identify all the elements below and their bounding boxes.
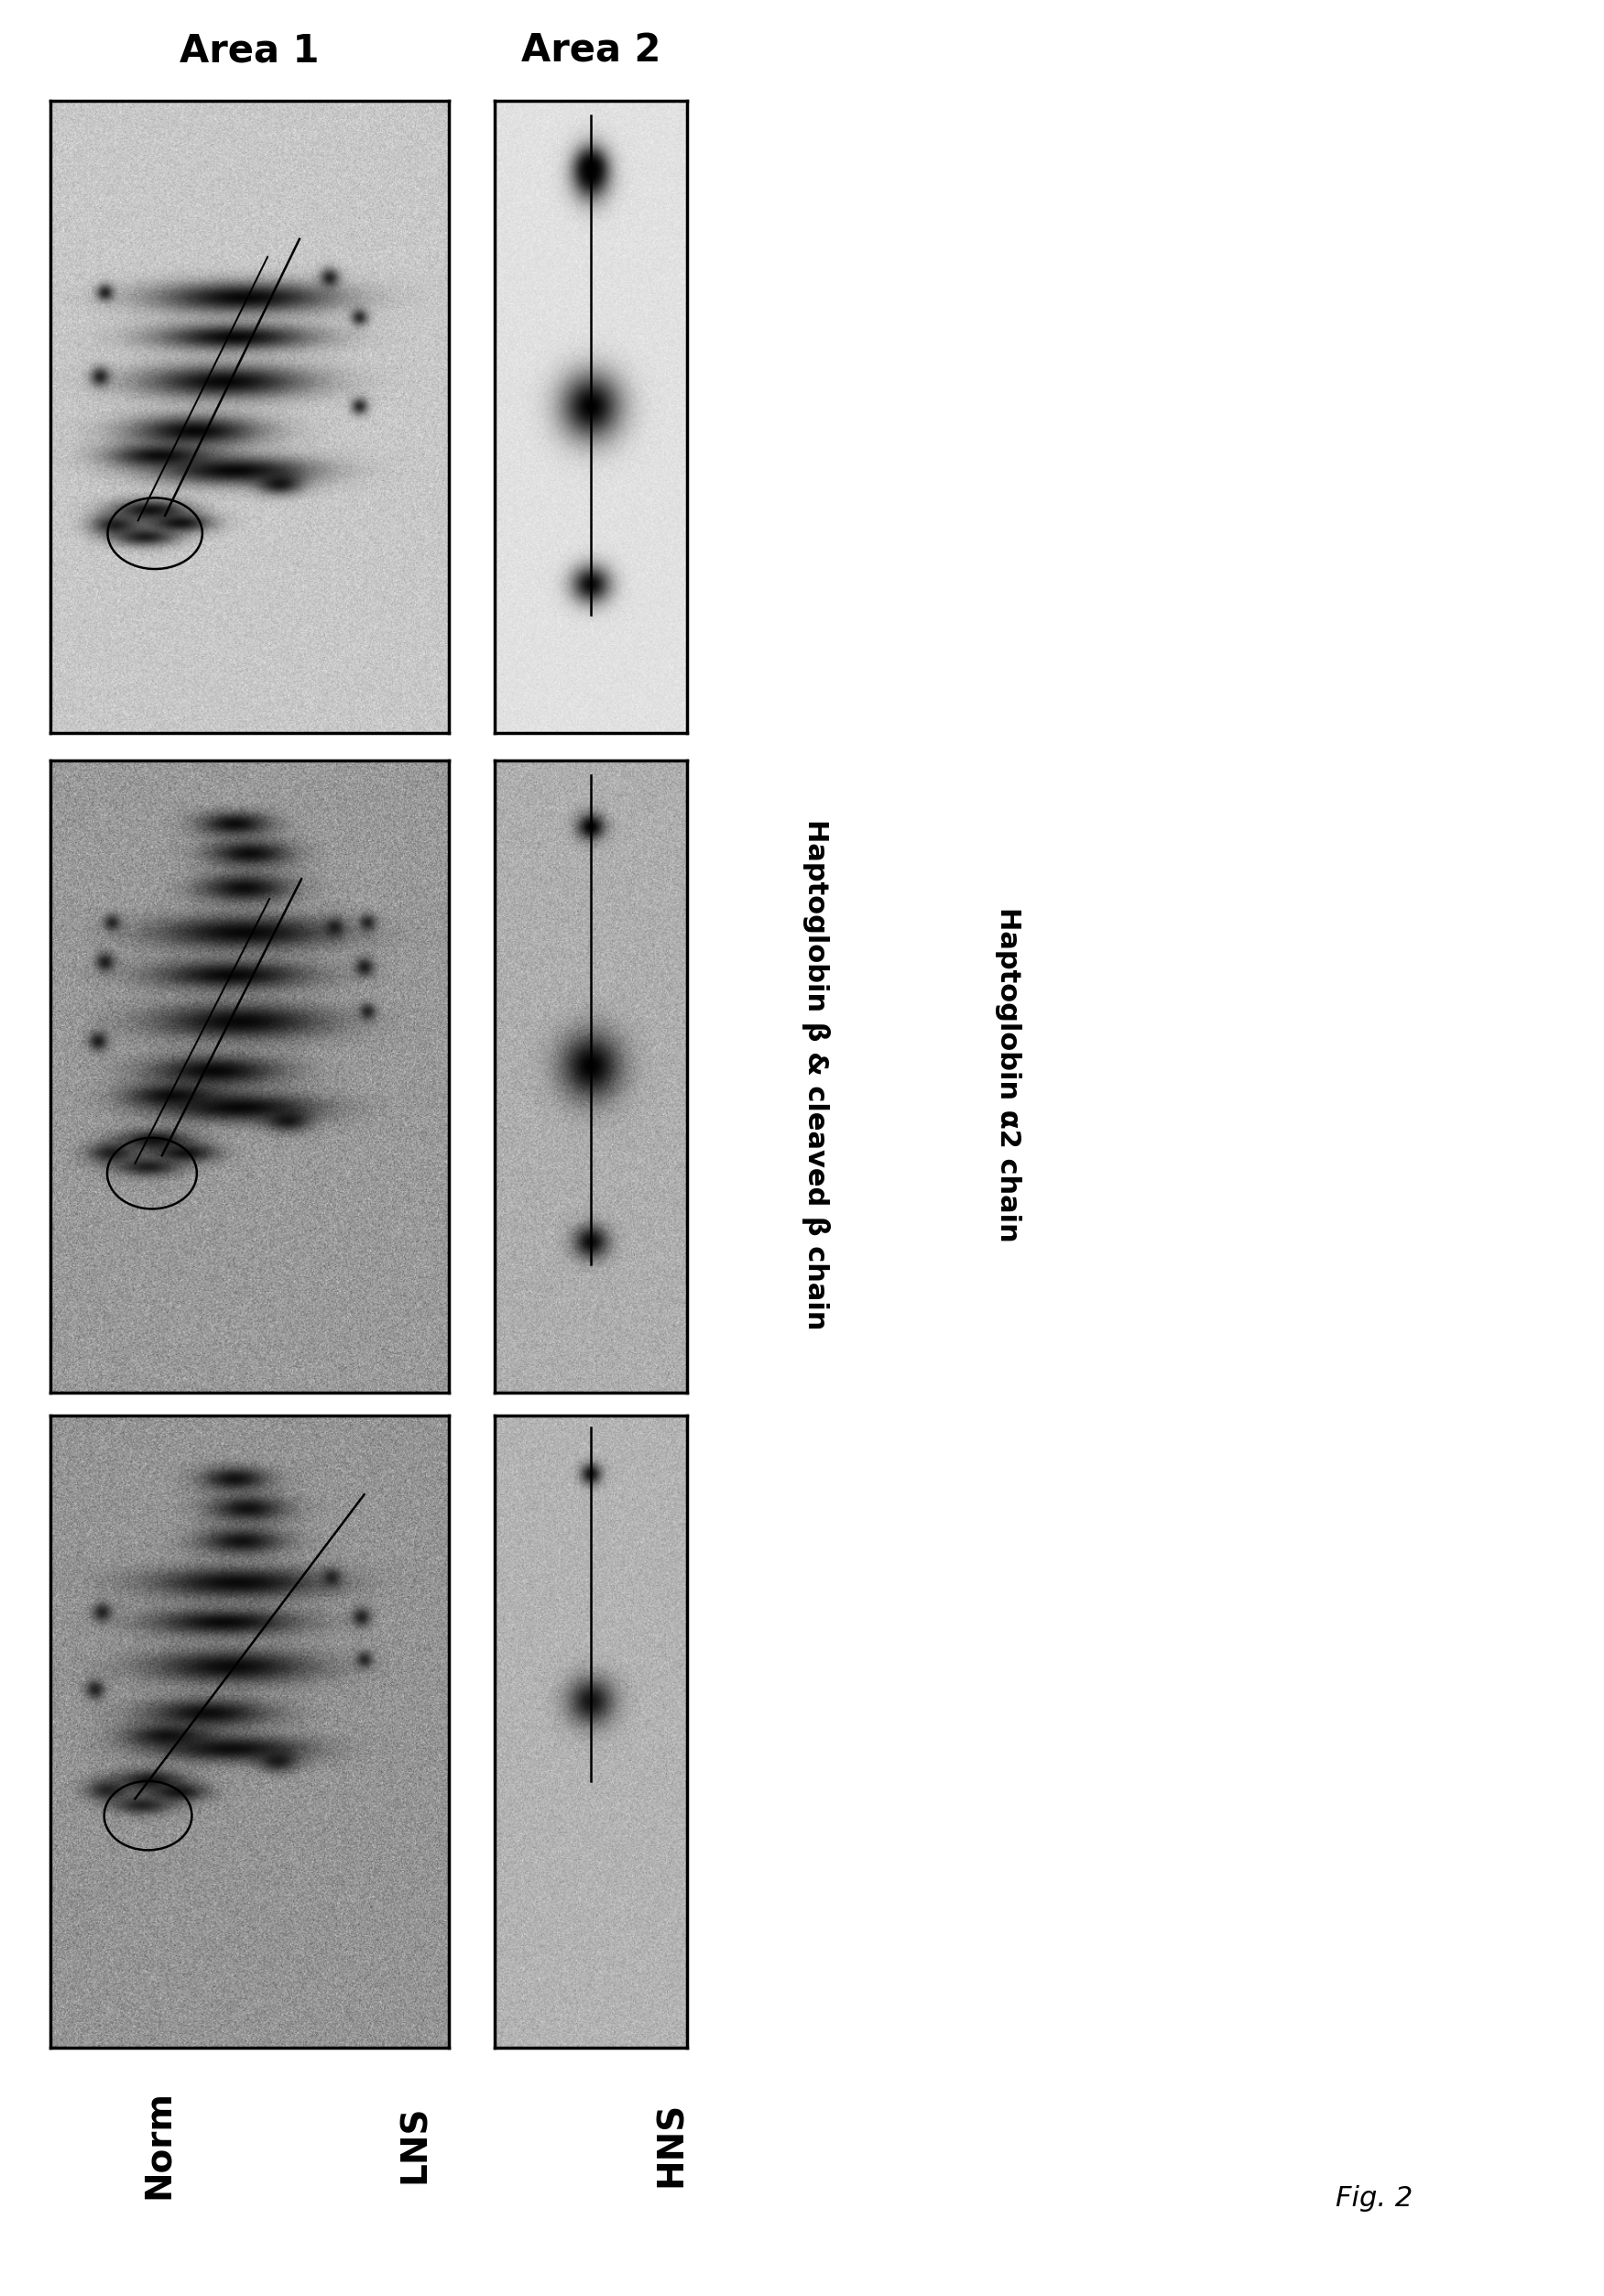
Text: HNS: HNS: [653, 2101, 688, 2186]
Text: Haptoglobin β & cleaved β chain: Haptoglobin β & cleaved β chain: [800, 820, 829, 1329]
Text: Fig. 2: Fig. 2: [1336, 2186, 1413, 2211]
Text: Norm: Norm: [141, 2089, 175, 2200]
Text: LNS: LNS: [398, 2105, 431, 2183]
Text: Area 1: Area 1: [180, 32, 319, 69]
Text: Area 2: Area 2: [521, 32, 661, 69]
Text: Haptoglobin α2 chain: Haptoglobin α2 chain: [994, 907, 1020, 1242]
